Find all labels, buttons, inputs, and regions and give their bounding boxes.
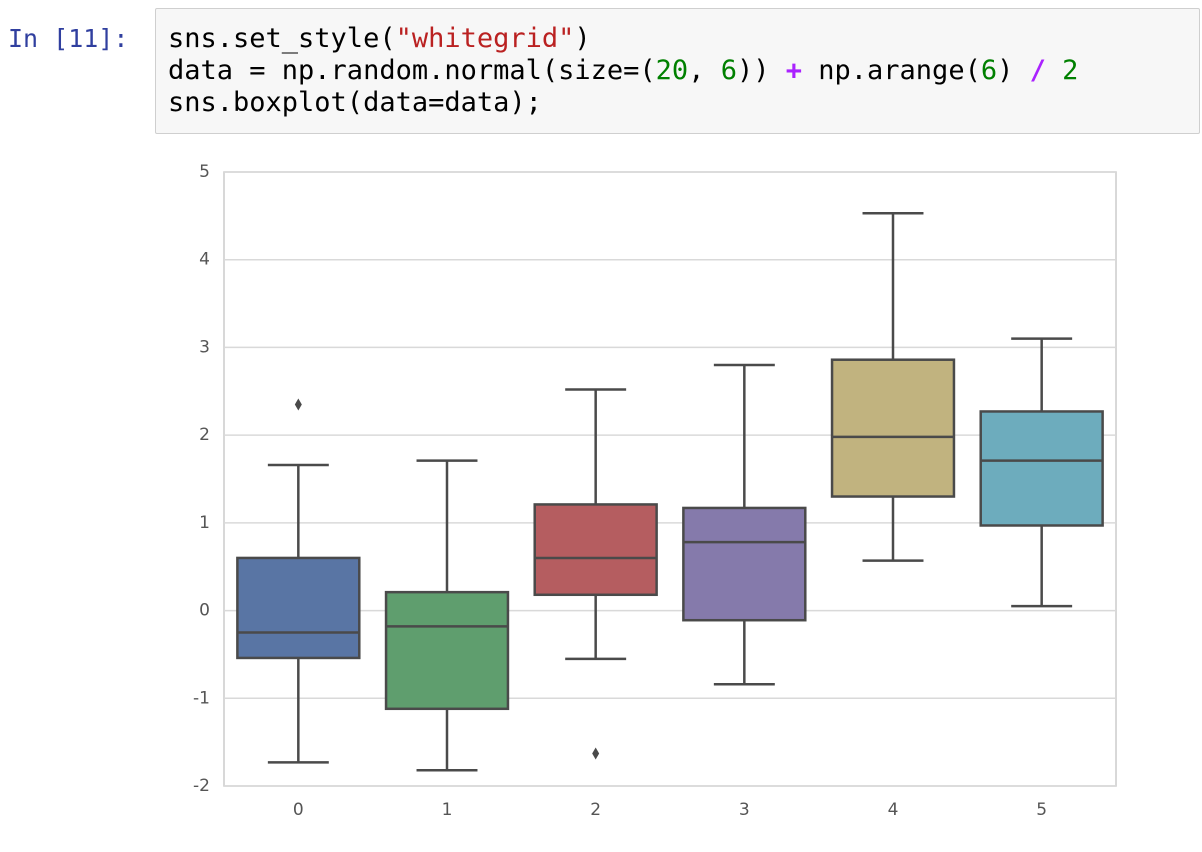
- code-token: ): [574, 23, 591, 54]
- box: [236, 556, 361, 660]
- y-tick-label: 1: [199, 513, 210, 533]
- prompt: In [11]:: [8, 24, 129, 53]
- y-tick-label: 3: [199, 337, 210, 357]
- code-token: )): [736, 55, 786, 86]
- code-token: /: [1029, 55, 1046, 86]
- y-tick-label: 5: [199, 162, 210, 182]
- box: [830, 358, 956, 498]
- x-tick-label: 1: [442, 800, 453, 820]
- outlier: [592, 747, 600, 760]
- box: [979, 410, 1104, 527]
- box: [682, 506, 807, 622]
- x-tick-label: 5: [1036, 800, 1047, 820]
- code-token: 6: [720, 55, 737, 86]
- plot-area: [223, 171, 1117, 787]
- y-tick-label: 2: [199, 425, 210, 445]
- code-token: sns.set_style(: [168, 23, 396, 54]
- code-token: 20: [655, 55, 689, 86]
- code-token: "whitegrid": [395, 23, 575, 54]
- y-tick-label: -2: [193, 776, 210, 796]
- x-tick-label: 3: [739, 800, 750, 820]
- code-line: data = np.random.normal(size=(20, 6)) + …: [168, 55, 1078, 87]
- code-cell[interactable]: sns.set_style("whitegrid") data = np.rand…: [155, 8, 1200, 134]
- x-tick-label: 0: [293, 800, 304, 820]
- box: [384, 590, 510, 711]
- code-token: 2: [1062, 55, 1079, 86]
- y-tick-label: -1: [193, 688, 210, 708]
- box: [533, 503, 658, 597]
- code: sns.set_style("whitegrid") data = np.rand…: [168, 23, 1078, 119]
- code-token: data = np.random.normal(size=(: [168, 55, 656, 86]
- code-token: sns.boxplot(data=data);: [168, 87, 542, 118]
- code-token: +: [785, 55, 803, 86]
- y-tick-label: 0: [199, 601, 210, 621]
- x-tick-label: 4: [888, 800, 899, 820]
- code-token: ): [997, 55, 1030, 86]
- code-line: sns.set_style("whitegrid"): [168, 23, 1078, 55]
- x-tick-label: 2: [590, 800, 601, 820]
- code-token: np.arange(: [802, 55, 981, 86]
- code-token: 6: [980, 55, 998, 86]
- code-token: ,: [688, 55, 721, 86]
- code-line: sns.boxplot(data=data);: [168, 87, 1078, 119]
- y-tick-label: 4: [199, 250, 210, 270]
- outlier: [294, 398, 302, 411]
